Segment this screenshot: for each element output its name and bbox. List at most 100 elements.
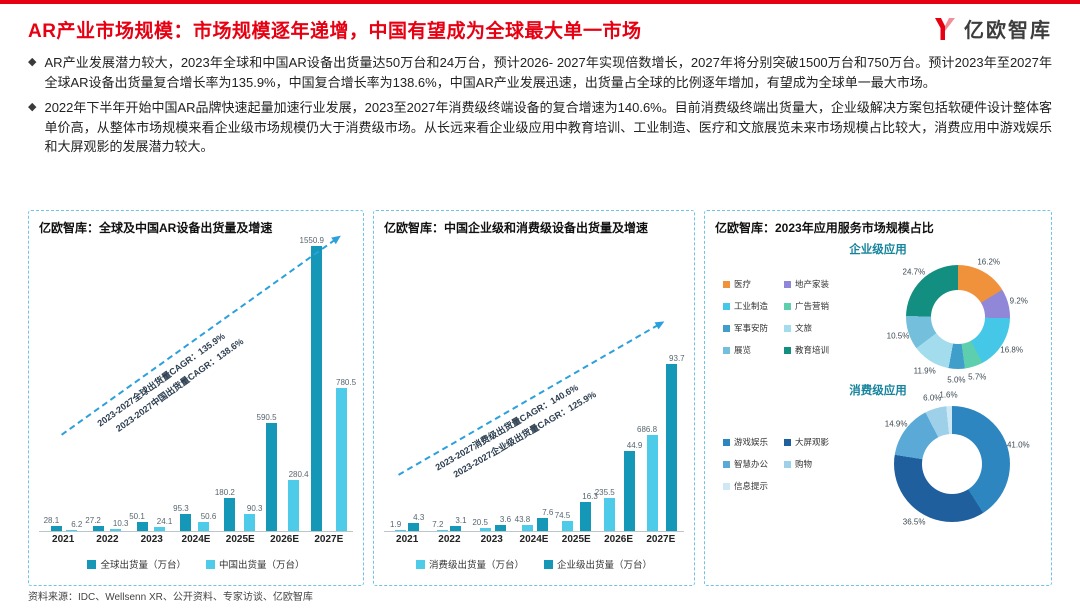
bar (136, 521, 148, 531)
legend-swatch (87, 559, 97, 569)
bar-value-label: 686.8 (637, 424, 658, 434)
bar-value-label: 7.2 (432, 519, 444, 529)
bar (521, 524, 533, 531)
bar-column: 686.8 (637, 425, 662, 531)
bar (244, 514, 256, 531)
bar-column: 28.1 (44, 516, 65, 531)
bar (646, 434, 658, 531)
chart-panel-global-china: 亿欧智库：全球及中国AR设备出货量及增速 28.1 6.2 27.2 10.3 50.1… (28, 210, 364, 586)
bar-column: 93.7 (664, 354, 685, 531)
bar-value-label: 6.2 (71, 519, 83, 529)
donut-legend: 游戏娱乐 大屏观影 智慧办公 购物 信息提示 (723, 436, 829, 492)
bar (666, 364, 678, 531)
legend-swatch (415, 559, 425, 569)
legend-item: 消费级出货量（万台） (415, 557, 524, 571)
bar-group: 180.2 90.3 (215, 488, 262, 531)
legend-swatch (784, 302, 792, 310)
legend-label: 中国出货量（万台） (219, 560, 305, 571)
bar-group: 43.8 7.6 (513, 508, 555, 531)
x-axis-label: 2026E (604, 534, 633, 545)
bar-group: 27.2 10.3 (85, 516, 129, 531)
legend-item: 中国出货量（万台） (206, 557, 305, 571)
bar-value-label: 50.6 (200, 511, 217, 521)
eo-logo: 亿欧智库 (932, 14, 1052, 43)
chart-panel-app-share: 亿欧智库：2023年应用服务市场规模占比 企业级应用 医疗 地产家装 工业制造 广告营… (704, 210, 1052, 586)
x-axis-label: 2024E (519, 534, 549, 545)
bar-value-label: 1550.9 (299, 236, 324, 245)
bar-column: 590.5 (257, 413, 282, 531)
header: AR产业市场规模：市场规模逐年递增，中国有望成为全球最大单一市场 亿欧智库 (0, 4, 1080, 43)
legend-swatch (723, 346, 730, 354)
bar (288, 479, 300, 531)
bar-column: 74.5 (555, 511, 576, 531)
legend-swatch (784, 324, 792, 332)
x-axis-label: 2021 (52, 534, 75, 545)
bar-column: 235.5 (595, 488, 620, 531)
donut-segment-label: 10.5% (886, 331, 910, 341)
bar-column: 44.9 (622, 441, 642, 531)
pie-legend-item: 工业制造 (723, 300, 768, 312)
bar-group: 686.8 93.7 (637, 354, 685, 531)
legend-swatch (206, 559, 215, 569)
donut-subtitle: 消费级应用 (849, 385, 907, 397)
eo-logo-icon (935, 17, 955, 40)
bar-group: 7.2 3.1 (428, 516, 470, 531)
bar (450, 525, 462, 531)
donut-segment-label: 5.7% (968, 372, 987, 382)
bar-group: 95.3 50.6 (173, 504, 217, 531)
bar-column: 27.2 (85, 516, 106, 531)
bar-value-label: 235.5 (594, 488, 615, 497)
diamond-bullet-icon: ◆ (28, 101, 37, 113)
bar-column: 90.3 (242, 504, 262, 531)
legend-label: 工业制造 (734, 301, 769, 311)
pie-legend-item: 展览 (723, 344, 768, 356)
legend-swatch (723, 460, 730, 468)
bar-value-label: 44.9 (626, 441, 643, 450)
legend-item: 企业级出货量（万台） (544, 557, 652, 571)
summary-bullets: ◆ AR产业发展潜力较大，2023年全球和中国AR设备出货量达50万台和24万台… (0, 43, 1080, 157)
bar (395, 529, 407, 531)
donut-row: 医疗 地产家装 工业制造 广告营销 军事安防 文旅 展览 教育培训 16.2% 9.2% 16.8… (715, 258, 1041, 385)
legend-label: 文旅 (795, 323, 813, 333)
bar-value-label: 280.4 (288, 469, 309, 479)
pie-legend-item: 购物 (784, 458, 829, 470)
chart-title: 亿欧智库：2023年应用服务市场规模占比 (715, 221, 934, 235)
pie-legend-item: 军事安防 (723, 322, 768, 334)
bar-column: 50.6 (196, 512, 216, 531)
donut-hole (921, 433, 983, 495)
enterprise-apps-section: 企业级应用 医疗 地产家装 工业制造 广告营销 军事安防 文旅 展览 教育培训 16.2% 9.… (715, 241, 1041, 385)
bar (408, 523, 420, 531)
pie-legend-item: 文旅 (784, 322, 829, 334)
bar (154, 526, 166, 531)
x-axis-label: 2023 (480, 534, 503, 545)
chart-panel-consumer-enterprise: 亿欧智库：中国企业级和消费级设备出货量及增速 1.9 4.3 7.2 3.1 20.5 3… (373, 210, 695, 586)
x-axis-label: 2021 (396, 534, 419, 545)
bar-column: 780.5 (331, 378, 356, 531)
bar-value-label: 90.3 (246, 504, 263, 514)
donut-segment-label: 11.9% (913, 366, 936, 375)
bar (579, 502, 591, 531)
bar-value-label: 20.5 (472, 518, 488, 528)
legend-swatch (784, 346, 792, 354)
chart-title: 亿欧智库：中国企业级和消费级设备出货量及增速 (384, 221, 649, 235)
bar-column: 3.6 (494, 515, 511, 531)
donut-segment-label: 36.5% (902, 517, 926, 527)
consumer-apps-section: 消费级应用 游戏娱乐 大屏观影 智慧办公 购物 信息提示 41.0% 36.5% 14.9%… (715, 382, 1041, 529)
bar-column: 10.3 (108, 519, 128, 531)
x-axis-label: 2025E (561, 534, 591, 545)
x-axis-label: 2023 (140, 534, 163, 545)
bullet-text: 2022年下半年开始中国AR品牌快速起量加速行业发展，2023至2027年消费级… (44, 100, 1052, 154)
bar-column: 1.9 (390, 520, 407, 531)
bar-value-label: 780.5 (336, 377, 357, 387)
bar (479, 528, 491, 531)
bar-column: 7.2 (432, 520, 449, 531)
x-axis-label: 2025E (225, 534, 255, 545)
x-axis: 2021 2022 2023 2024E 2025E 2026E 2027E (39, 534, 353, 545)
pie-legend-item: 智慧办公 (723, 458, 768, 470)
donut-segment-label: 5.0% (947, 375, 966, 385)
bar (110, 529, 122, 531)
bar-column: 280.4 (284, 470, 309, 531)
legend-swatch (784, 280, 792, 288)
legend-swatch (723, 302, 730, 310)
